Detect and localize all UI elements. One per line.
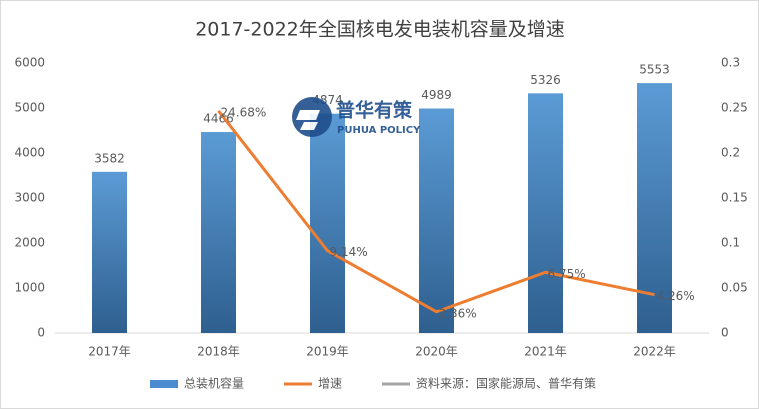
watermark-title: 普华有策	[336, 99, 413, 122]
bar-value-label: 4989	[421, 88, 452, 102]
growth-line	[217, 109, 655, 314]
y2-tick-label: 0.25	[721, 101, 748, 115]
bar	[92, 171, 127, 333]
legend-label: 总装机容量	[184, 376, 244, 391]
bar	[528, 93, 563, 333]
y-tick-label: 0	[37, 326, 45, 340]
y-tick-label: 1000	[14, 281, 45, 295]
legend-label: 增速	[318, 377, 342, 391]
legend-note: 资料来源：国家能源局、普华有策	[416, 376, 596, 391]
y-tick-label: 3000	[14, 191, 45, 205]
line-value-label: 9.14%	[330, 245, 368, 259]
x-tick-label: 2021年	[524, 345, 567, 359]
line-value-label: 6.75%	[548, 267, 586, 281]
y-tick-label: 2000	[14, 236, 45, 250]
x-tick-label: 2022年	[633, 345, 676, 359]
watermark-logo-mark	[296, 110, 320, 130]
bar-value-label: 3582	[94, 151, 125, 165]
line-value-label: 4.26%	[657, 289, 695, 303]
bar-value-label: 5326	[530, 73, 561, 87]
y2-tick-label: 0.05	[721, 281, 748, 295]
x-tick-label: 2018年	[197, 345, 240, 359]
y2-tick-label: 0	[721, 326, 729, 340]
y2-tick-label: 0.3	[721, 56, 740, 70]
bar	[310, 113, 345, 333]
bar	[201, 132, 236, 333]
x-tick-label: 2019年	[306, 345, 349, 359]
y-tick-label: 5000	[14, 101, 45, 115]
y2-tick-label: 0.1	[721, 236, 740, 250]
legend-swatch	[150, 380, 178, 388]
bar	[419, 108, 454, 334]
line-value-label: 24.68%	[221, 105, 267, 119]
y-tick-label: 4000	[14, 146, 45, 160]
y2-tick-label: 0.15	[721, 191, 748, 205]
x-tick-label: 2020年	[415, 345, 458, 359]
watermark: 普华有策 PUHUA POLICY	[292, 97, 421, 137]
chart-title: 2017-2022年全国核电发电装机容量及增速	[195, 19, 565, 41]
y-tick-label: 6000	[14, 56, 45, 70]
bar-value-label: 5553	[639, 63, 670, 77]
line-value-label: 2.36%	[439, 306, 477, 320]
y2-tick-label: 0.2	[721, 146, 740, 160]
watermark-subtitle: PUHUA POLICY	[337, 125, 421, 136]
x-tick-label: 2017年	[88, 345, 131, 359]
